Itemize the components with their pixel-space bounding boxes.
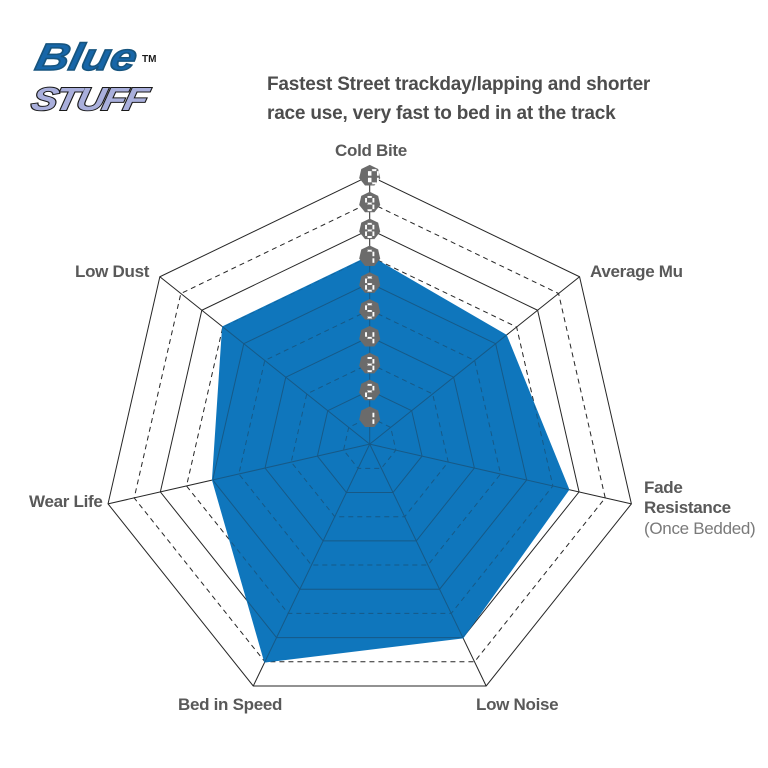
svg-text:STUFF: STUFF: [30, 81, 153, 117]
svg-text:Blue: Blue: [32, 36, 142, 79]
svg-text:TM: TM: [142, 54, 156, 65]
